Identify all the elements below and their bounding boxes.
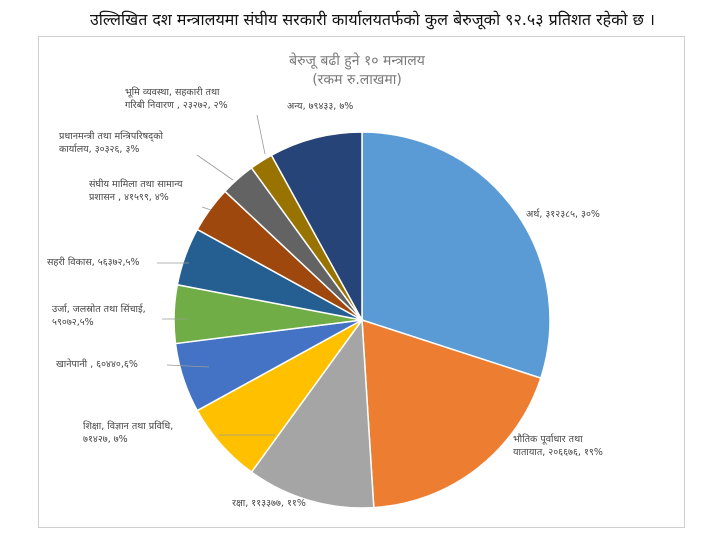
caption-text: उल्लिखित दश मन्त्रालयमा संघीय सरकारी कार… xyxy=(90,10,655,29)
slice-label-0: अर्थ, ३१२३८५, ३०% xyxy=(526,208,600,220)
slice-label-2: रक्षा, ११३३७७, ११% xyxy=(232,498,306,509)
leader-line-9 xyxy=(256,114,266,155)
slice-label-1: भौतिक पूर्वाधार तथा यातायात, २०६६७६, १९% xyxy=(513,433,603,458)
pie-chart: बेरुजू बढी हुने १० मन्त्रालय (रकम रु.लाख… xyxy=(47,52,603,509)
chart-title: बेरुजू बढी हुने १० मन्त्रालय xyxy=(289,52,426,70)
slice-label-5: उर्जा, जलस्रोत तथा सिंचाई, ५९०७२,५% xyxy=(52,303,146,328)
pie-slice-10 xyxy=(270,131,363,321)
pie-slice-1 xyxy=(361,318,542,509)
leader-line-4 xyxy=(166,364,210,368)
chart-frame: बेरुजू बढी हुने १० मन्त्रालय (रकम रु.लाख… xyxy=(38,36,685,528)
pie-slice-2 xyxy=(250,317,375,509)
slice-label-10: अन्य, ७९४३३, ७% xyxy=(287,101,353,112)
leader-line-8 xyxy=(196,154,234,181)
slice-label-4: खानेपानी , ६०४४०,६% xyxy=(56,358,138,370)
leader-line-7 xyxy=(201,206,212,211)
slice-label-8: प्रधानमन्त्री तथा मन्त्रिपरिषद्को कार्याल… xyxy=(59,130,163,155)
slice-label-9: भूमि व्यवस्था, सहकारी तथा गरिबी निवारण , … xyxy=(125,86,228,111)
slice-label-7: संघीय मामिला तथा सामान्य प्रशासन , ४१५९९,… xyxy=(89,178,183,203)
slice-label-3: शिक्षा, विज्ञान तथा प्रविधि, ७१४२७, ७% xyxy=(83,420,173,445)
chart-subtitle: (रकम रु.लाखमा) xyxy=(312,72,402,88)
pie-slice-0 xyxy=(361,131,551,380)
slice-label-6: सहरी विकास, ५६३७२,५% xyxy=(47,256,139,268)
